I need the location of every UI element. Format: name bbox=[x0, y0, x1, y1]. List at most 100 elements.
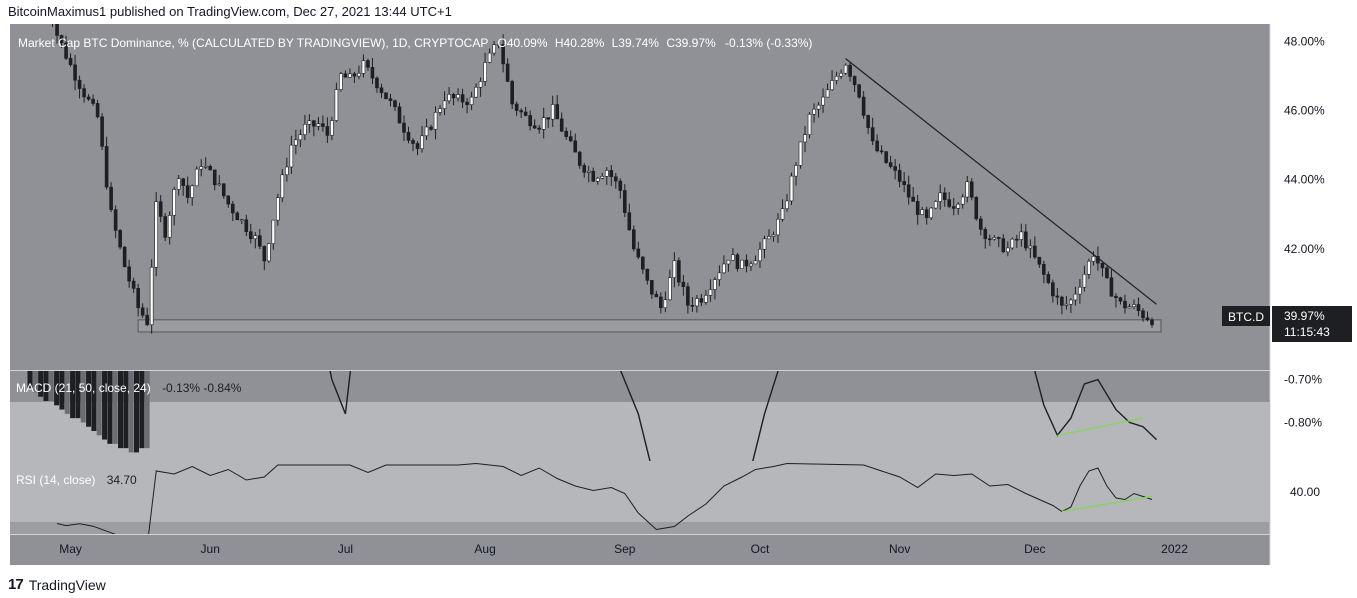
candle bbox=[582, 162, 587, 178]
candle bbox=[447, 86, 451, 104]
candle bbox=[469, 91, 474, 111]
macd-histogram-bar bbox=[139, 371, 145, 449]
candle bbox=[194, 166, 199, 187]
candle bbox=[875, 134, 879, 153]
time-axis[interactable] bbox=[10, 534, 1270, 565]
candle bbox=[1033, 236, 1037, 260]
macd-line bbox=[620, 371, 651, 461]
candle bbox=[731, 248, 735, 261]
candle bbox=[1060, 295, 1064, 315]
candle bbox=[1105, 266, 1109, 280]
candle bbox=[397, 102, 402, 124]
candle bbox=[622, 184, 627, 218]
candle bbox=[663, 291, 668, 313]
candle bbox=[370, 58, 375, 84]
candle bbox=[298, 129, 303, 148]
candle bbox=[505, 58, 510, 82]
macd-histogram-bar bbox=[134, 371, 140, 453]
candle bbox=[893, 159, 897, 180]
candle bbox=[668, 269, 672, 301]
candle bbox=[104, 136, 109, 190]
candle bbox=[145, 307, 149, 327]
candle bbox=[978, 216, 983, 236]
candle bbox=[267, 242, 271, 263]
macd-histogram-bar bbox=[118, 371, 124, 449]
time-tick-label: Oct bbox=[751, 542, 770, 556]
candle bbox=[118, 228, 122, 250]
footer-brand[interactable]: 17 TradingView bbox=[8, 576, 106, 593]
candle bbox=[280, 169, 285, 203]
macd-line bbox=[1034, 371, 1157, 441]
candle bbox=[379, 83, 384, 99]
candle bbox=[149, 259, 154, 334]
candle bbox=[974, 196, 979, 221]
macd-histogram-bar bbox=[96, 371, 102, 436]
rsi-line bbox=[56, 462, 1153, 534]
candle bbox=[239, 218, 244, 225]
candle bbox=[609, 165, 614, 186]
candle bbox=[1145, 311, 1150, 322]
candle bbox=[1118, 296, 1123, 305]
candle bbox=[920, 206, 924, 216]
candle bbox=[465, 98, 469, 114]
candle bbox=[780, 199, 785, 222]
candle bbox=[366, 58, 370, 71]
candle bbox=[357, 65, 361, 80]
candle bbox=[1055, 287, 1060, 305]
candle bbox=[888, 155, 893, 169]
candle bbox=[857, 84, 861, 99]
candle bbox=[586, 165, 591, 183]
candle bbox=[1078, 279, 1082, 304]
candle bbox=[627, 203, 632, 231]
price-tick-label: 42.00% bbox=[1284, 242, 1325, 256]
candle bbox=[1091, 251, 1096, 266]
candle bbox=[384, 92, 388, 100]
macd-histogram-bar bbox=[48, 371, 54, 401]
macd-histogram-bar bbox=[70, 371, 76, 419]
candle bbox=[915, 194, 920, 225]
price-axis[interactable] bbox=[1270, 24, 1357, 565]
candle bbox=[591, 167, 596, 183]
candle bbox=[902, 172, 906, 193]
rsi-legend: RSI (14, close) 34.70 bbox=[16, 473, 137, 487]
candle bbox=[460, 88, 465, 108]
candle bbox=[807, 112, 812, 139]
candle bbox=[821, 88, 825, 113]
candle bbox=[47, 0, 50, 6]
macd-histogram-bar bbox=[64, 371, 70, 414]
candle bbox=[645, 268, 650, 285]
candle bbox=[230, 200, 235, 222]
candle bbox=[713, 277, 717, 300]
macd-histogram-bar bbox=[102, 371, 108, 440]
candle bbox=[348, 68, 352, 78]
candle bbox=[438, 104, 442, 116]
time-tick-label: Jul bbox=[338, 542, 353, 556]
candle bbox=[695, 294, 699, 313]
macd-values: -0.13% -0.84% bbox=[162, 381, 242, 395]
candle bbox=[559, 112, 564, 132]
candle bbox=[717, 265, 722, 287]
candle bbox=[163, 213, 167, 242]
candle bbox=[636, 241, 641, 260]
candle bbox=[555, 95, 560, 120]
candle bbox=[744, 254, 749, 273]
candle bbox=[906, 175, 911, 205]
candle bbox=[77, 75, 82, 99]
candle bbox=[1100, 262, 1105, 277]
time-tick-label: 2022 bbox=[1161, 542, 1188, 556]
candle bbox=[339, 72, 343, 92]
candle bbox=[789, 172, 794, 205]
legend-h-label: H bbox=[555, 36, 564, 50]
time-tick-label: Jun bbox=[201, 542, 220, 556]
macd-tick-label: -0.70% bbox=[1284, 373, 1322, 387]
candle bbox=[52, 24, 54, 28]
candle bbox=[113, 205, 118, 239]
candle bbox=[884, 150, 888, 164]
candle bbox=[532, 119, 537, 130]
main-pane[interactable] bbox=[10, 24, 1270, 370]
macd-histogram-bar bbox=[144, 371, 150, 449]
candle bbox=[681, 274, 686, 296]
candle bbox=[686, 282, 690, 314]
ticker-badge[interactable] bbox=[1222, 306, 1270, 326]
